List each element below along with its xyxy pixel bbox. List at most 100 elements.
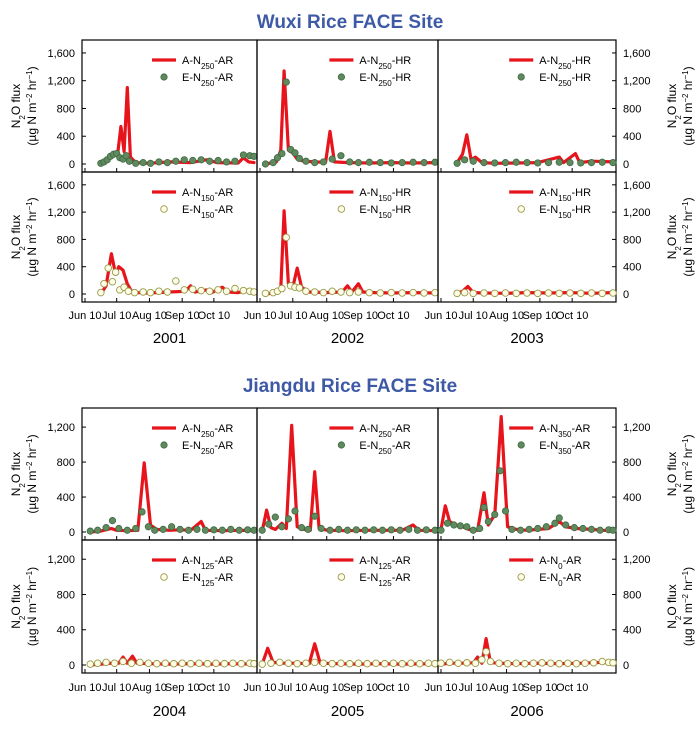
- text-part: -AR: [214, 72, 233, 84]
- legend-marker-e: [517, 573, 525, 581]
- series-point-e: [284, 515, 293, 523]
- text-part: hr: [681, 80, 695, 94]
- series-point-e: [186, 659, 195, 668]
- series-point-e: [566, 159, 574, 167]
- x-tick-label: Sep 10: [522, 682, 557, 694]
- text-part: -AR: [214, 204, 233, 216]
- series-point-e: [130, 288, 139, 297]
- legend-label-e: E-N350-AR: [539, 440, 590, 456]
- y-tick-label-right: 800: [623, 589, 641, 601]
- text-part: O flux: [9, 84, 23, 115]
- year-label: 2004: [153, 703, 186, 720]
- series-point-e: [220, 659, 229, 668]
- series-point-e: [172, 277, 180, 285]
- text-part: N: [665, 488, 679, 497]
- x-tick-label: Aug 10: [309, 310, 344, 322]
- x-tick-label: Jul 10: [459, 310, 488, 322]
- series-point-e: [420, 159, 428, 167]
- series-point-e: [235, 526, 243, 534]
- series-point-e: [551, 519, 559, 527]
- text-part: ): [25, 434, 39, 438]
- text-part: 2: [18, 115, 27, 120]
- text-part: −2: [681, 93, 690, 103]
- text-part: 150: [201, 194, 215, 203]
- series-point-e: [110, 659, 119, 667]
- series-point-e: [122, 152, 130, 160]
- text-part: (µg N m: [25, 603, 39, 646]
- series-point-e: [443, 519, 452, 527]
- y-tick-label-right: 800: [623, 234, 641, 246]
- series-point-e: [405, 525, 413, 533]
- series-point-e: [210, 526, 218, 534]
- text-part: A-N: [539, 555, 558, 567]
- text-part: ): [681, 567, 695, 571]
- series-point-e: [495, 659, 503, 667]
- x-tick-label: Sep 10: [165, 682, 200, 694]
- series-point-e: [282, 78, 290, 86]
- series-point-e: [304, 525, 312, 533]
- y-axis-unit-right: (µg N m−2 hr−1): [681, 567, 696, 646]
- y-tick-label-left: 400: [57, 131, 75, 143]
- series-point-e: [229, 659, 237, 667]
- series-point-e: [275, 658, 284, 667]
- text-part: ): [681, 66, 695, 70]
- series-point-e: [138, 508, 146, 516]
- series-point-e: [398, 159, 406, 167]
- text-part: (µg N m: [681, 471, 695, 514]
- text-part: N: [9, 620, 23, 629]
- series-point-e: [155, 158, 163, 166]
- series-point-e: [596, 526, 604, 534]
- text-part: N: [9, 120, 23, 129]
- text-part: -HR: [392, 187, 412, 199]
- text-part: 250: [378, 79, 392, 88]
- y-axis-label-right: N2O flux: [665, 84, 683, 128]
- text-part: 250: [378, 447, 392, 456]
- y-tick-label-left: 1,600: [47, 48, 75, 60]
- series-point-e: [407, 659, 415, 667]
- text-part: -HR: [572, 55, 592, 67]
- y-axis-label-left: N2O flux: [9, 215, 27, 259]
- text-part: (µg N m: [681, 234, 695, 277]
- legend-label-e: E-N125-AR: [182, 572, 233, 588]
- y-axis-label-right: N2O flux: [665, 215, 683, 259]
- text-part: −2: [681, 224, 690, 234]
- y-tick-label-left: 800: [57, 234, 75, 246]
- series-point-e: [293, 659, 301, 668]
- legend-label-a: A-N250-AR: [182, 55, 233, 71]
- series-point-e: [431, 526, 439, 534]
- panel-2004-top: A-N250-ARE-N250-AR: [81, 407, 258, 541]
- series-point-e: [521, 659, 529, 668]
- text-part: E-N: [359, 204, 378, 216]
- series-point-e: [337, 659, 345, 667]
- series-point-e: [609, 289, 617, 297]
- text-part: ): [681, 197, 695, 201]
- series-point-e: [363, 659, 371, 668]
- legend-label-e: E-N150-HR: [359, 204, 411, 220]
- y-tick-label-left: 0: [69, 660, 75, 672]
- series-point-e: [471, 659, 480, 667]
- x-tick-label: Jun 10: [243, 310, 276, 322]
- y-tick-label-right: 400: [623, 262, 641, 274]
- series-point-e: [486, 657, 495, 666]
- text-part: E-N: [539, 572, 558, 584]
- series-point-e: [163, 288, 172, 296]
- series-point-e: [544, 289, 553, 297]
- series-point-e: [346, 158, 354, 166]
- series-point-e: [278, 523, 286, 531]
- series-point-e: [469, 157, 477, 165]
- series-point-e: [516, 526, 525, 534]
- y-tick-label-left: 0: [69, 159, 75, 171]
- legend-marker-e: [337, 73, 345, 81]
- x-tick-label: Aug 10: [309, 682, 344, 694]
- series-point-e: [424, 659, 433, 667]
- series-point-e: [328, 287, 336, 296]
- year-label: 2001: [153, 330, 186, 347]
- series-point-e: [310, 288, 319, 296]
- y-tick-label-left: 1,600: [47, 180, 75, 192]
- x-tick-label: Jul 10: [278, 310, 307, 322]
- series-point-e: [450, 521, 458, 529]
- text-part: A-N: [182, 55, 201, 67]
- text-part: O flux: [665, 584, 679, 615]
